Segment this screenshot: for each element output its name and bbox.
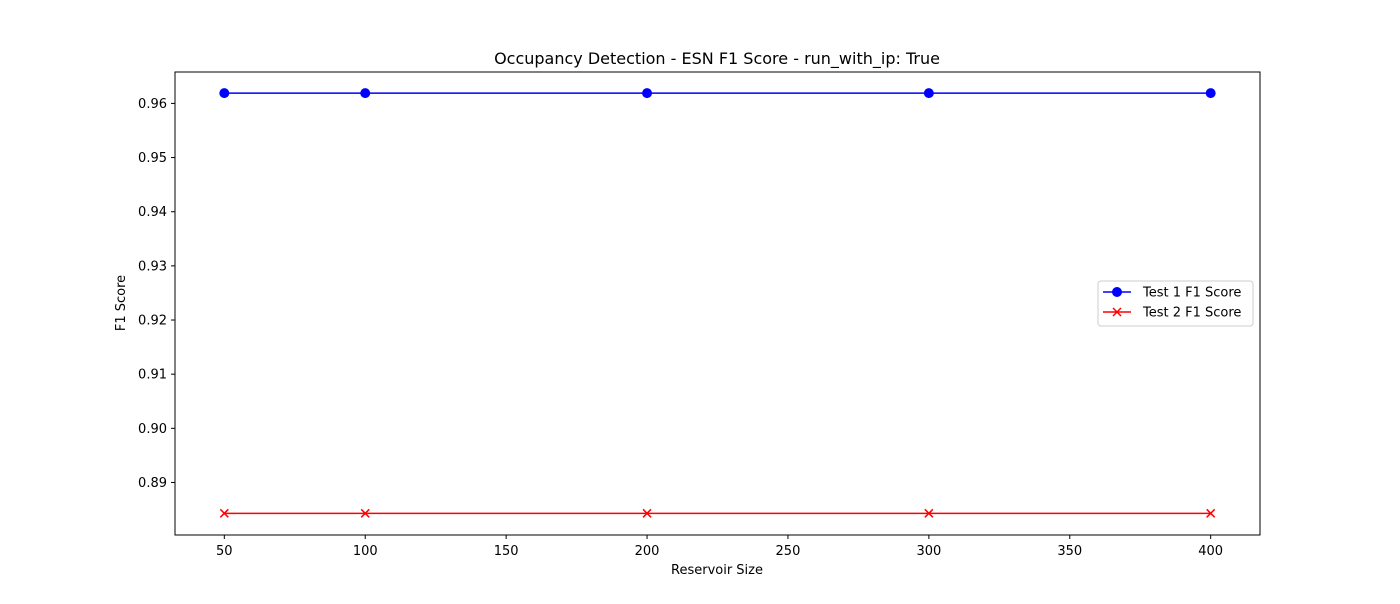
series-1 [219, 88, 1216, 99]
legend-item: Test 2 F1 Score [1103, 306, 1241, 321]
data-point [219, 508, 229, 518]
y-tick-label: 0.95 [138, 151, 167, 166]
legend-label: Test 1 F1 Score [1142, 286, 1241, 301]
y-axis-label: F1 Score [114, 275, 129, 331]
data-point [360, 88, 371, 99]
series-2 [219, 508, 1216, 518]
x-axis-label: Reservoir Size [671, 563, 763, 578]
marker-stroke [360, 508, 370, 518]
y-tick-label: 0.91 [138, 368, 167, 383]
data-point [219, 88, 230, 99]
legend-item: Test 1 F1 Score [1103, 286, 1241, 301]
x-tick-label: 350 [1057, 544, 1082, 559]
x-tick-label: 400 [1198, 544, 1223, 559]
plot-area-frame [174, 71, 1261, 536]
marker-stroke [924, 508, 934, 518]
marker-stroke [642, 508, 652, 518]
y-axis-ticks: 0.89 0.90 0.91 0.92 0.93 0.94 0.95 0.96 [138, 97, 175, 491]
series-layer [219, 88, 1216, 518]
legend-label: Test 2 F1 Score [1142, 306, 1241, 321]
legend-swatch-marker [1112, 287, 1122, 297]
x-axis-ticks: 50 100 150 200 250 300 350 400 [216, 535, 1223, 559]
x-tick-label: 100 [353, 544, 378, 559]
marker-stroke [1206, 508, 1216, 518]
marker-stroke [219, 508, 229, 518]
marker-stroke [1112, 307, 1122, 317]
x-tick-label: 250 [776, 544, 801, 559]
chart-title: Occupancy Detection - ESN F1 Score - run… [494, 49, 940, 69]
data-point [1206, 508, 1216, 518]
x-tick-label: 150 [494, 544, 519, 559]
data-point [923, 88, 934, 99]
data-point [642, 88, 653, 99]
x-tick-label: 50 [216, 544, 233, 559]
y-tick-label: 0.94 [138, 205, 167, 220]
data-point [642, 508, 652, 518]
data-point [924, 508, 934, 518]
x-tick-label: 200 [635, 544, 660, 559]
y-tick-label: 0.92 [138, 314, 167, 329]
y-tick-label: 0.89 [138, 476, 167, 491]
data-point [1205, 88, 1216, 99]
y-tick-label: 0.90 [138, 422, 167, 437]
legend-swatch-marker [1112, 307, 1122, 317]
x-tick-label: 300 [916, 544, 941, 559]
y-tick-label: 0.96 [138, 97, 167, 112]
y-tick-label: 0.93 [138, 259, 167, 274]
legend: Test 1 F1 Score Test 2 F1 Score [1097, 280, 1254, 327]
data-point [360, 508, 370, 518]
legend-items: Test 1 F1 Score Test 2 F1 Score [1103, 286, 1241, 321]
legend-box [1097, 280, 1254, 327]
